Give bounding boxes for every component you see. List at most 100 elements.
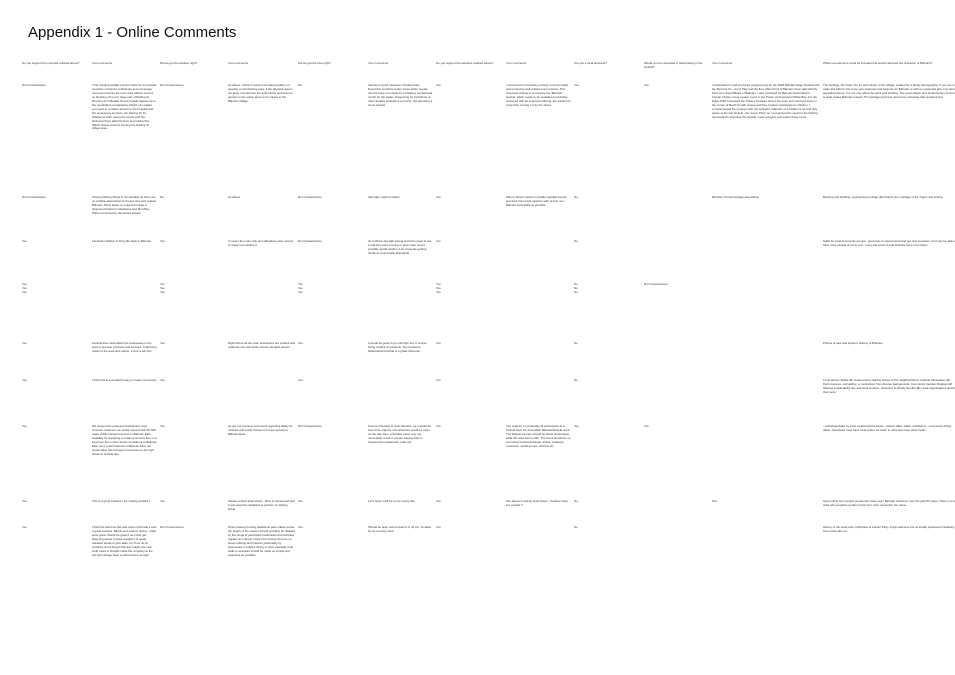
table-cell: [506, 342, 574, 379]
table-cell: Sunday is good. However, October/early N…: [368, 84, 433, 107]
column-header: Your comments: [368, 62, 388, 65]
table-cell: We support the proposed festival and roa…: [92, 425, 157, 456]
table-cell: Don't know/unsure: [160, 526, 184, 529]
table-cell: I think this is a wonderful way to creat…: [92, 379, 157, 382]
column-header: Would you be interested in participating…: [644, 62, 703, 69]
table-cell: [712, 526, 823, 586]
table-cell: [506, 240, 574, 283]
table-cell: The heritage, the heart, the art and cul…: [823, 84, 955, 99]
table-cell: The majority, or preferably all particip…: [506, 425, 571, 448]
column-header: Did we get the location right?: [160, 62, 198, 65]
table-cell: Festival that could assist the businesse…: [92, 342, 157, 353]
table-cell: No: [574, 240, 578, 243]
table-cell: Fantastic initiative to bring life back …: [92, 240, 152, 243]
table-cell: It covers the main strip and still allow…: [228, 240, 294, 247]
table-cell: I recommend completely revising it comme…: [506, 84, 571, 107]
table-cell: Yes: [160, 342, 165, 345]
table-cell: No: [574, 196, 578, 199]
table-cell: Direct closure fronting Gladstone park m…: [228, 526, 296, 557]
table-row: Yes This is a great initiative I am look…: [22, 500, 955, 526]
table-row: Yes I think the last time this was done …: [22, 526, 955, 586]
column-header: What new elements could be included that…: [823, 62, 933, 65]
comments-table: Do you support the proposal outlined abo…: [22, 62, 955, 586]
table-cell: Don't know/unsure: [298, 196, 322, 199]
table-cell: Yes: [644, 425, 649, 428]
table-cell: [506, 379, 574, 425]
table-cell: Yes: [436, 342, 441, 345]
table-cell: Yes: [644, 84, 649, 87]
table-cell: Unsure if Sunday is most effective, as i…: [368, 425, 431, 444]
table-header-row: Do you support the proposal outlined abo…: [22, 62, 955, 84]
table-cell: No No No: [574, 283, 578, 294]
column-header: Your comments: [228, 62, 248, 65]
table-cell: No: [574, 526, 578, 529]
table-cell: I think the last time this was done in R…: [92, 526, 157, 557]
table-cell: Yes: [160, 240, 165, 243]
page-title: Appendix 1 - Online Comments: [28, 24, 237, 41]
table-cell: Right where all the main businesses are …: [228, 342, 296, 349]
table-cell: Yes: [436, 379, 441, 382]
table-cell: Yes Yes Yes: [160, 283, 165, 294]
table-cell: As above: [228, 196, 241, 199]
table-cell: Member of local heritage association: [712, 196, 760, 199]
table-cell: No: [574, 500, 578, 503]
table-cell: [644, 240, 712, 283]
table-cell: Closing Darling Street is not sensible a…: [92, 196, 156, 215]
table-cell: As per our previous comments regarding a…: [228, 425, 293, 436]
table-cell: No: [574, 342, 578, 345]
table-cell: Local History Walks â€" Guided tours sha…: [823, 379, 955, 394]
table-cell: Yes: [22, 379, 27, 382]
table-cell: Don't know/unsure: [298, 240, 322, 243]
table-cell: [712, 283, 823, 342]
table-cell: [712, 342, 823, 379]
table-cell: Don't know/unsure: [644, 283, 668, 286]
column-header: Did we get the time right?: [298, 62, 331, 65]
table-cell: Saturday might be better: [368, 196, 400, 199]
table-cell: Yes: [160, 379, 165, 382]
column-header: Do you support the activities outlined b…: [436, 62, 494, 65]
table-cell: Photos of past and present. History of B…: [823, 342, 883, 345]
table-cell: Yes: [298, 379, 303, 382]
table-cell: Yes: [436, 526, 441, 529]
table-cell: Yes: [22, 500, 27, 503]
table-cell: Yes: [436, 425, 441, 428]
table-cell: It would be good to go until 6pm but of …: [368, 342, 427, 353]
table-cell: Should be open until at least 6 or 10 pm…: [368, 526, 432, 533]
table-cell: Yes: [22, 240, 27, 243]
table-cell: Yes: [436, 84, 441, 87]
table-cell: Don't know/unsure: [22, 196, 46, 199]
table-cell: [644, 500, 712, 526]
table-cell: Please contact local shops - Mine is nam…: [228, 500, 295, 511]
table-cell: Yes: [436, 240, 441, 243]
column-header: Your comments: [712, 62, 732, 65]
table-cell: [228, 283, 298, 342]
table-cell: Don't know/unsure: [298, 425, 322, 428]
table-cell: [644, 196, 712, 240]
table-cell: Yes: [436, 500, 441, 503]
table-cell: See above in asking local shops - I beli…: [506, 500, 569, 507]
table-cell: [644, 342, 712, 379]
table-cell: This is a great initiative I am looking …: [92, 500, 151, 503]
column-header: Your comments: [506, 62, 526, 65]
table-cell: [506, 526, 574, 586]
table-cell: Yes: [298, 500, 303, 503]
table-cell: Yes: [574, 84, 579, 87]
table-cell: [506, 283, 574, 342]
table-cell: Stalls for local community groups - grea…: [823, 240, 955, 247]
table-cell: Plan to attract visitors to locally supp…: [506, 196, 567, 207]
table-row: Yes Fantastic initiative to bring life b…: [22, 240, 955, 283]
column-header: Do you support the proposal outlined abo…: [22, 62, 80, 65]
table-cell: [228, 379, 298, 425]
table-cell: I participated in and produced programmi…: [712, 84, 820, 119]
column-header: Your comments: [92, 62, 112, 65]
table-cell: Yes: [160, 500, 165, 503]
table-cell: Don't know/unsure: [160, 84, 184, 87]
table-row: Yes We support the proposed festival and…: [22, 425, 955, 500]
column-header: Are you a local business?: [574, 62, 607, 65]
table-row: Don't know/unsure Closing Darling Street…: [22, 196, 955, 240]
table-cell: No: [574, 379, 578, 382]
table-cell: As above. I think it needs to be about q…: [228, 84, 293, 103]
table-cell: Yes: [298, 342, 303, 345]
table-cell: I find creating smaller precinct hubs fo…: [92, 84, 157, 131]
table-cell: [712, 379, 823, 425]
